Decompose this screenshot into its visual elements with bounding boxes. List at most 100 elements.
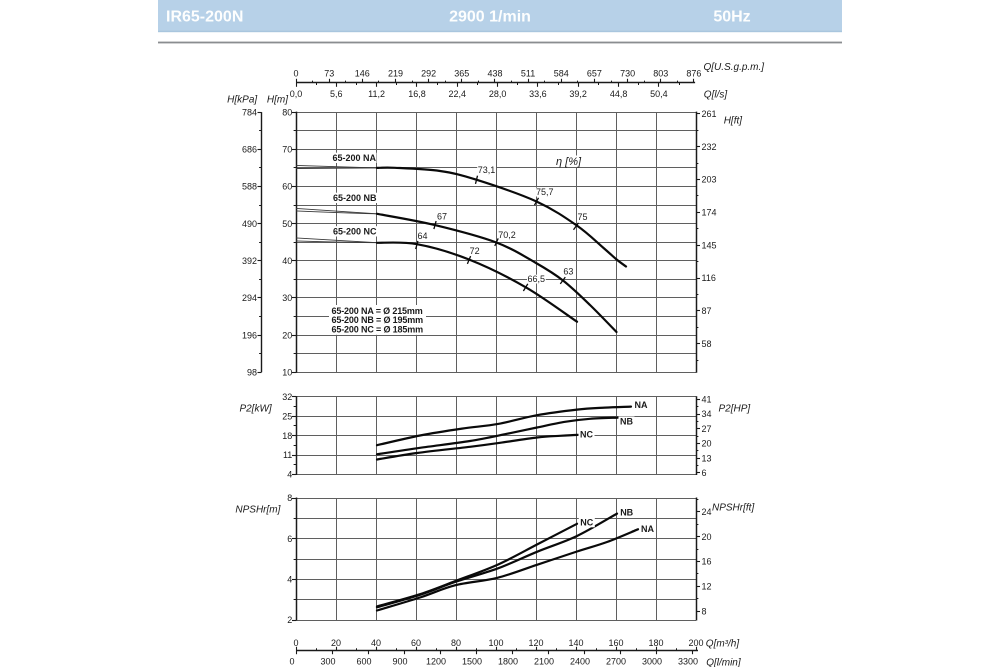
svg-text:25: 25 — [282, 411, 292, 421]
svg-text:72: 72 — [470, 246, 480, 256]
svg-text:219: 219 — [388, 68, 403, 78]
svg-text:IR65-200N: IR65-200N — [166, 9, 243, 26]
svg-text:58: 58 — [702, 339, 712, 349]
svg-text:22,4: 22,4 — [449, 89, 467, 99]
svg-text:438: 438 — [487, 68, 502, 78]
svg-text:232: 232 — [702, 142, 717, 152]
svg-text:16,8: 16,8 — [408, 89, 426, 99]
svg-text:NB: NB — [620, 417, 633, 427]
svg-text:1200: 1200 — [426, 657, 446, 667]
svg-text:41: 41 — [702, 394, 712, 404]
svg-text:203: 203 — [702, 175, 717, 185]
svg-text:66,5: 66,5 — [528, 274, 546, 284]
svg-text:3000: 3000 — [642, 657, 662, 667]
svg-text:44,8: 44,8 — [610, 89, 628, 99]
svg-text:20: 20 — [282, 330, 292, 340]
svg-text:39,2: 39,2 — [569, 89, 587, 99]
svg-text:2100: 2100 — [534, 657, 554, 667]
svg-text:40: 40 — [282, 256, 292, 266]
svg-text:75: 75 — [578, 212, 588, 222]
svg-text:392: 392 — [242, 256, 257, 266]
svg-text:P2[kW]: P2[kW] — [239, 403, 271, 414]
svg-text:NC: NC — [580, 517, 593, 527]
svg-text:32: 32 — [282, 392, 292, 402]
svg-text:490: 490 — [242, 219, 257, 229]
svg-text:60: 60 — [282, 182, 292, 192]
svg-text:H[m]: H[m] — [267, 94, 288, 105]
svg-text:20: 20 — [702, 439, 712, 449]
svg-text:900: 900 — [392, 657, 407, 667]
svg-text:27: 27 — [702, 424, 712, 434]
svg-text:H[ft]: H[ft] — [724, 115, 743, 126]
svg-text:365: 365 — [454, 68, 469, 78]
svg-text:196: 196 — [242, 330, 257, 340]
svg-text:803: 803 — [653, 68, 668, 78]
svg-text:60: 60 — [411, 638, 421, 648]
svg-text:28,0: 28,0 — [489, 89, 507, 99]
svg-text:1800: 1800 — [498, 657, 518, 667]
svg-text:4: 4 — [287, 575, 292, 585]
svg-text:2900 1/min: 2900 1/min — [449, 9, 531, 26]
svg-text:65-200 NA = Ø 215mm: 65-200 NA = Ø 215mm — [332, 306, 423, 316]
svg-text:657: 657 — [587, 68, 602, 78]
svg-text:Q[U.S.g.p.m.]: Q[U.S.g.p.m.] — [704, 62, 765, 73]
svg-text:686: 686 — [242, 145, 257, 155]
svg-text:70: 70 — [282, 145, 292, 155]
svg-text:98: 98 — [247, 368, 257, 378]
svg-text:511: 511 — [521, 68, 535, 78]
svg-text:0: 0 — [293, 638, 298, 648]
svg-text:NA: NA — [641, 524, 654, 534]
svg-text:P2[HP]: P2[HP] — [719, 404, 751, 415]
svg-text:294: 294 — [242, 293, 257, 303]
svg-text:876: 876 — [686, 68, 701, 78]
svg-text:40: 40 — [371, 638, 381, 648]
svg-text:50,4: 50,4 — [650, 89, 668, 99]
svg-text:Q[l/min]: Q[l/min] — [706, 658, 741, 667]
svg-text:584: 584 — [554, 68, 569, 78]
svg-text:300: 300 — [320, 657, 335, 667]
svg-text:10: 10 — [282, 368, 292, 378]
svg-text:η [%]: η [%] — [556, 156, 582, 168]
svg-text:2: 2 — [287, 615, 292, 625]
svg-text:80: 80 — [451, 638, 461, 648]
svg-text:588: 588 — [242, 182, 257, 192]
svg-text:87: 87 — [702, 306, 712, 316]
svg-text:NPSHr[m]: NPSHr[m] — [235, 505, 280, 516]
svg-text:63: 63 — [563, 267, 573, 277]
svg-text:784: 784 — [242, 107, 257, 117]
svg-text:12: 12 — [702, 582, 712, 592]
svg-text:18: 18 — [282, 431, 292, 441]
svg-text:140: 140 — [568, 638, 583, 648]
svg-text:NB: NB — [620, 508, 633, 518]
svg-text:2400: 2400 — [570, 657, 590, 667]
svg-text:6: 6 — [702, 468, 707, 478]
svg-text:NPSHr[ft]: NPSHr[ft] — [712, 503, 754, 514]
svg-text:730: 730 — [620, 68, 635, 78]
svg-text:30: 30 — [282, 293, 292, 303]
svg-text:33,6: 33,6 — [529, 89, 547, 99]
svg-text:67: 67 — [437, 211, 447, 221]
svg-text:1500: 1500 — [462, 657, 482, 667]
svg-text:4: 4 — [287, 470, 292, 480]
svg-text:73,1: 73,1 — [478, 165, 496, 175]
svg-text:292: 292 — [421, 68, 436, 78]
svg-text:11,2: 11,2 — [368, 89, 385, 99]
svg-text:145: 145 — [702, 240, 717, 250]
svg-text:24: 24 — [702, 507, 712, 517]
svg-text:100: 100 — [488, 638, 503, 648]
svg-text:200: 200 — [688, 638, 703, 648]
svg-text:64: 64 — [418, 231, 428, 241]
svg-text:50: 50 — [282, 219, 292, 229]
svg-text:600: 600 — [356, 657, 371, 667]
svg-text:0: 0 — [289, 657, 294, 667]
svg-text:6: 6 — [287, 534, 292, 544]
svg-text:20: 20 — [702, 532, 712, 542]
svg-text:174: 174 — [702, 208, 717, 218]
svg-text:65-200 NC = Ø 185mm: 65-200 NC = Ø 185mm — [332, 324, 424, 334]
svg-text:H[kPa]: H[kPa] — [227, 94, 257, 105]
svg-text:120: 120 — [528, 638, 543, 648]
svg-text:65-200 NA: 65-200 NA — [333, 153, 377, 163]
svg-text:65-200 NB: 65-200 NB — [333, 193, 377, 203]
svg-text:Q[l/s]: Q[l/s] — [704, 89, 728, 100]
svg-text:3300: 3300 — [678, 657, 698, 667]
